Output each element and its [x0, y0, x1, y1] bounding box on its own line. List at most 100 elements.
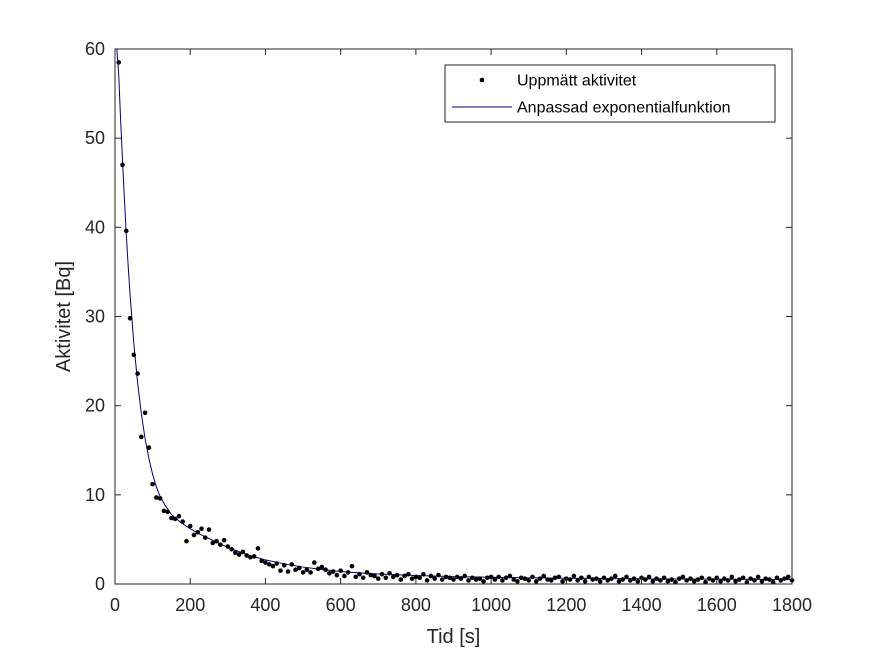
- legend: Uppmätt aktivitet Anpassad exponentialfu…: [444, 64, 776, 123]
- data-point: [372, 573, 377, 579]
- data-point: [669, 577, 674, 582]
- x-tick-label: 1000: [471, 595, 511, 615]
- data-point: [236, 552, 242, 557]
- data-point: [676, 576, 682, 581]
- data-point: [718, 579, 723, 584]
- data-point: [737, 577, 742, 582]
- x-axis-ticks: 0 200 400 600 800 1000 1200 1400 1600 1800: [110, 49, 812, 615]
- data-point: [627, 578, 633, 583]
- data-point: [195, 529, 201, 535]
- data-point: [507, 573, 513, 579]
- y-tick-label: 30: [85, 307, 105, 327]
- x-tick-label: 1600: [697, 595, 737, 615]
- data-point: [605, 578, 611, 583]
- data-point: [251, 554, 257, 559]
- data-point: [537, 576, 543, 581]
- x-axis-label: Tid [s]: [427, 626, 481, 648]
- data-point: [759, 579, 765, 584]
- data-point: [127, 315, 133, 321]
- x-tick-label: 1400: [622, 595, 662, 615]
- data-point: [146, 445, 152, 450]
- data-point: [733, 579, 738, 584]
- data-point: [233, 550, 238, 556]
- data-point: [755, 574, 761, 580]
- data-point: [522, 576, 528, 581]
- x-tick-label: 200: [175, 595, 205, 615]
- data-point: [300, 570, 306, 575]
- data-point: [654, 576, 659, 581]
- y-tick-label: 0: [95, 574, 105, 594]
- data-point: [255, 546, 261, 551]
- data-point: [439, 577, 445, 582]
- data-point: [142, 410, 148, 416]
- data-point: [612, 573, 618, 579]
- data-point: [552, 575, 558, 581]
- data-point: [782, 576, 787, 581]
- data-point: [635, 579, 641, 584]
- data-point: [556, 574, 562, 580]
- data-point: [296, 565, 302, 571]
- data-point: [199, 526, 204, 532]
- data-point: [710, 578, 716, 583]
- data-point: [387, 571, 392, 576]
- data-point: [218, 542, 223, 548]
- data-point: [533, 579, 539, 584]
- data-point: [169, 515, 174, 521]
- data-point: [259, 558, 264, 564]
- data-point: [165, 509, 170, 515]
- data-point: [424, 578, 430, 583]
- data-point: [270, 563, 276, 569]
- data-point: [304, 567, 310, 573]
- data-point: [454, 574, 460, 580]
- data-point: [150, 481, 155, 487]
- data-point: [763, 576, 768, 581]
- data-point: [778, 578, 784, 583]
- data-point: [714, 575, 720, 581]
- data-point: [695, 577, 701, 582]
- data-point: [518, 575, 524, 581]
- data-point: [725, 578, 731, 583]
- data-point: [135, 371, 140, 376]
- data-point: [575, 578, 580, 583]
- data-point: [646, 574, 652, 580]
- plot-area: [115, 49, 792, 584]
- data-point: [334, 572, 340, 578]
- data-point: [240, 549, 246, 555]
- data-point: [548, 578, 554, 583]
- data-point: [398, 577, 404, 582]
- data-point: [379, 571, 385, 577]
- data-point: [293, 567, 298, 573]
- data-point: [278, 568, 283, 573]
- data-point: [368, 572, 374, 578]
- data-point: [308, 570, 313, 575]
- data-point: [436, 572, 441, 578]
- legend-label-fit: Anpassad exponentialfunktion: [517, 100, 731, 117]
- x-tick-label: 1200: [546, 595, 586, 615]
- data-point: [639, 575, 644, 581]
- x-tick-label: 400: [250, 595, 280, 615]
- data-point: [665, 579, 671, 584]
- data-point: [184, 538, 189, 544]
- y-tick-label: 20: [85, 396, 105, 416]
- data-point: [432, 576, 437, 581]
- data-point: [319, 564, 325, 570]
- data-point: [496, 574, 501, 580]
- data-point: [391, 574, 396, 580]
- data-point: [266, 562, 272, 567]
- data-point: [123, 228, 129, 234]
- data-point: [680, 574, 686, 580]
- data-point: [541, 573, 547, 579]
- data-point: [406, 571, 411, 577]
- data-point: [274, 561, 280, 566]
- data-point: [609, 576, 614, 581]
- data-point: [353, 574, 359, 580]
- data-point: [202, 535, 208, 540]
- data-point: [658, 578, 663, 583]
- data-point: [752, 578, 757, 583]
- data-point: [691, 579, 697, 584]
- data-point: [451, 577, 456, 582]
- data-point: [684, 578, 689, 583]
- data-point: [360, 575, 366, 581]
- data-point: [327, 571, 332, 576]
